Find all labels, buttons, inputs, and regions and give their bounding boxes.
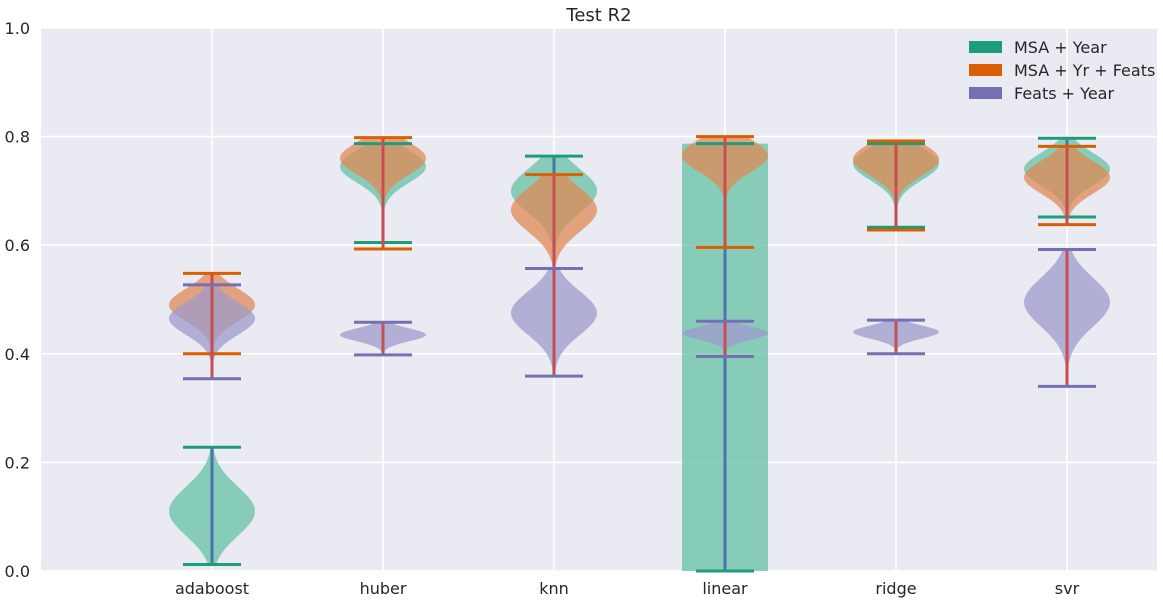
- y-tick-label: 0.8: [5, 128, 30, 147]
- x-tick-label: adaboost: [175, 579, 249, 598]
- chart-title: Test R2: [565, 5, 631, 26]
- legend-swatch: [969, 41, 1002, 53]
- x-tick-labels: adaboost huber knn linear ridge svr: [175, 579, 1080, 598]
- x-tick-label: ridge: [875, 579, 916, 598]
- legend: MSA + Year MSA + Yr + Feats Feats + Year: [969, 38, 1155, 103]
- y-tick-label: 0.2: [5, 453, 30, 472]
- legend-swatch: [969, 87, 1002, 99]
- y-tick-label: 0.4: [5, 345, 30, 364]
- y-tick-labels: 0.0 0.2 0.4 0.6 0.8 1.0: [5, 19, 30, 581]
- y-tick-label: 1.0: [5, 19, 30, 38]
- x-tick-label: linear: [702, 579, 748, 598]
- whisker-lines: [183, 135, 1096, 573]
- y-tick-label: 0.0: [5, 562, 30, 581]
- x-tick-label: huber: [360, 579, 407, 598]
- y-tick-label: 0.6: [5, 236, 30, 255]
- x-tick-label: svr: [1055, 579, 1080, 598]
- x-tick-label: knn: [539, 579, 569, 598]
- legend-label: MSA + Yr + Feats: [1014, 61, 1155, 80]
- legend-label: MSA + Year: [1014, 38, 1107, 57]
- legend-label: Feats + Year: [1014, 84, 1114, 103]
- legend-swatch: [969, 64, 1002, 76]
